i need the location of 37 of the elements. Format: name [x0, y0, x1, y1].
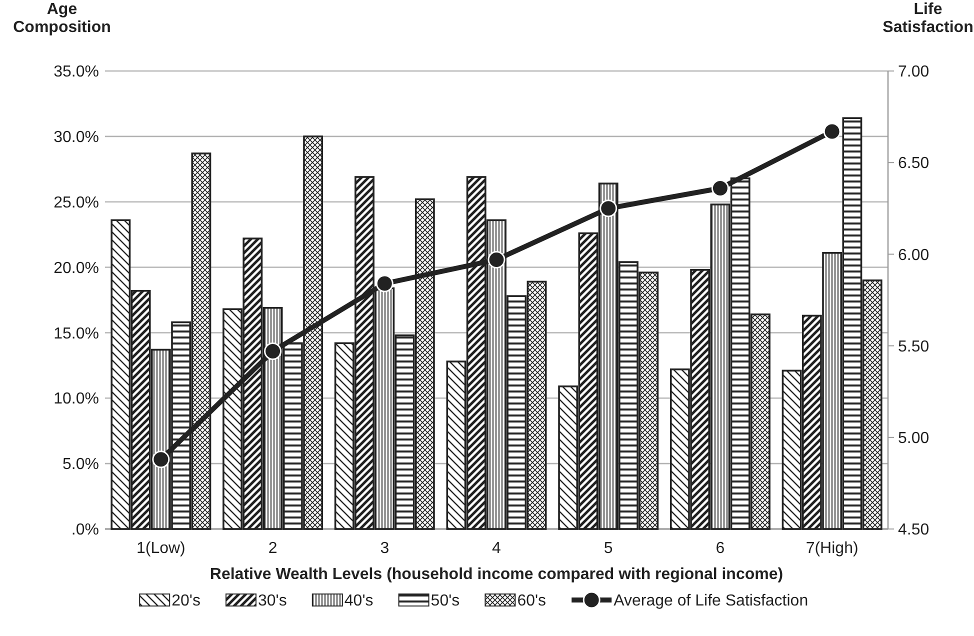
legend-label: 40's	[344, 592, 374, 610]
x-tick-label: 2	[268, 540, 278, 557]
y2-axis-title: Life Satisfaction	[882, 1, 974, 36]
x-tick-label: 5	[604, 540, 613, 557]
y-tick-label: 35.0%	[54, 64, 99, 81]
y-axis-title: Age Composition	[13, 1, 111, 36]
y-tick-label: .0%	[71, 522, 99, 539]
y-tick-label: 25.0%	[54, 194, 99, 212]
point	[711, 180, 729, 197]
point	[823, 122, 841, 140]
y2-tick-label: 5.00	[898, 430, 930, 447]
y-tick-label: 15.0%	[54, 325, 99, 342]
x-tick-label: 6	[716, 540, 725, 557]
y2-tick-label: 4.50	[898, 522, 930, 539]
x-tick-label: 1(Low)	[136, 540, 186, 557]
x-axis-title: Relative Wealth Levels (household income compared with regional income)	[210, 566, 784, 583]
x-tick-label: 7(High)	[806, 540, 858, 557]
legend-label: Average of Life Satisfaction	[614, 592, 808, 610]
y2-tick-label: 6.00	[898, 246, 930, 264]
x-tick-label: 4	[492, 540, 502, 557]
point	[600, 200, 618, 218]
legend-label: 50's	[430, 592, 460, 610]
point	[264, 342, 282, 360]
legend-label: 20's	[172, 592, 200, 610]
y-tick-label: 30.0%	[54, 129, 99, 146]
point	[152, 450, 170, 468]
x-tick-label: 3	[380, 540, 390, 557]
point	[376, 274, 394, 292]
y-tick-label: 5.0%	[62, 456, 99, 474]
legend-label: 60's	[517, 592, 546, 610]
legend-label: 30's	[258, 592, 287, 610]
y-tick-label: 20.0%	[54, 260, 99, 277]
point	[488, 250, 506, 268]
y-tick-label: 10.0%	[54, 390, 99, 408]
y2-tick-label: 7.00	[898, 64, 930, 81]
y2-tick-label: 6.50	[898, 155, 930, 172]
y2-tick-label: 5.50	[898, 338, 930, 356]
